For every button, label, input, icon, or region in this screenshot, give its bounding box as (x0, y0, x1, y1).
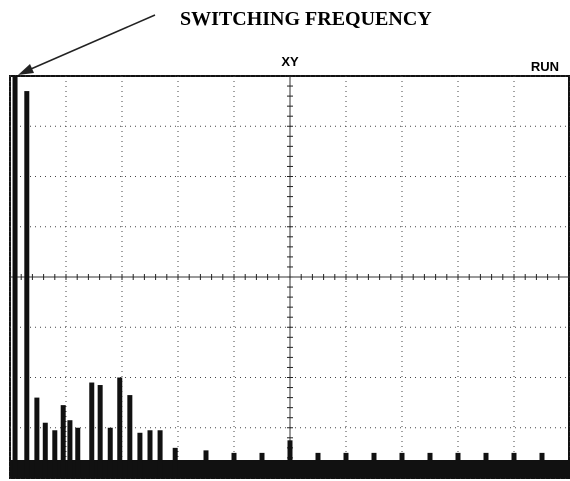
spectral-line (43, 423, 48, 478)
spectral-line (158, 430, 163, 478)
spectral-line (428, 453, 433, 478)
spectral-line (89, 383, 94, 478)
spectral-line (456, 453, 461, 478)
spectral-line (540, 453, 545, 478)
spectral-line (173, 448, 178, 478)
spectral-line (61, 405, 66, 478)
spectral-line (34, 398, 39, 478)
spectral-line (372, 453, 377, 478)
spectral-line (13, 76, 18, 478)
spectral-line (512, 453, 517, 478)
spectral-line (117, 378, 122, 479)
spectral-line (344, 453, 349, 478)
arrow-head (18, 64, 34, 75)
spectral-line (24, 91, 29, 478)
mode-label: XY (281, 54, 299, 69)
status-label: RUN (531, 59, 559, 74)
spectral-line (52, 430, 57, 478)
spectral-line (137, 433, 142, 478)
spectral-line (204, 450, 209, 478)
spectral-line (67, 420, 72, 478)
spectral-line (148, 430, 153, 478)
spectral-line (316, 453, 321, 478)
annotation: SWITCHING FREQUENCY (180, 8, 432, 30)
spectral-line (288, 440, 293, 478)
spectral-line (484, 453, 489, 478)
annotation-arrow (24, 15, 155, 72)
spectral-line (400, 453, 405, 478)
spectral-line (108, 428, 113, 478)
chart: SWITCHING FREQUENCY XY RUN (0, 0, 570, 481)
spectral-line (232, 453, 237, 478)
spectral-line (98, 385, 103, 478)
spectral-line (260, 453, 265, 478)
spectral-line (75, 428, 80, 478)
spectral-line (127, 395, 132, 478)
